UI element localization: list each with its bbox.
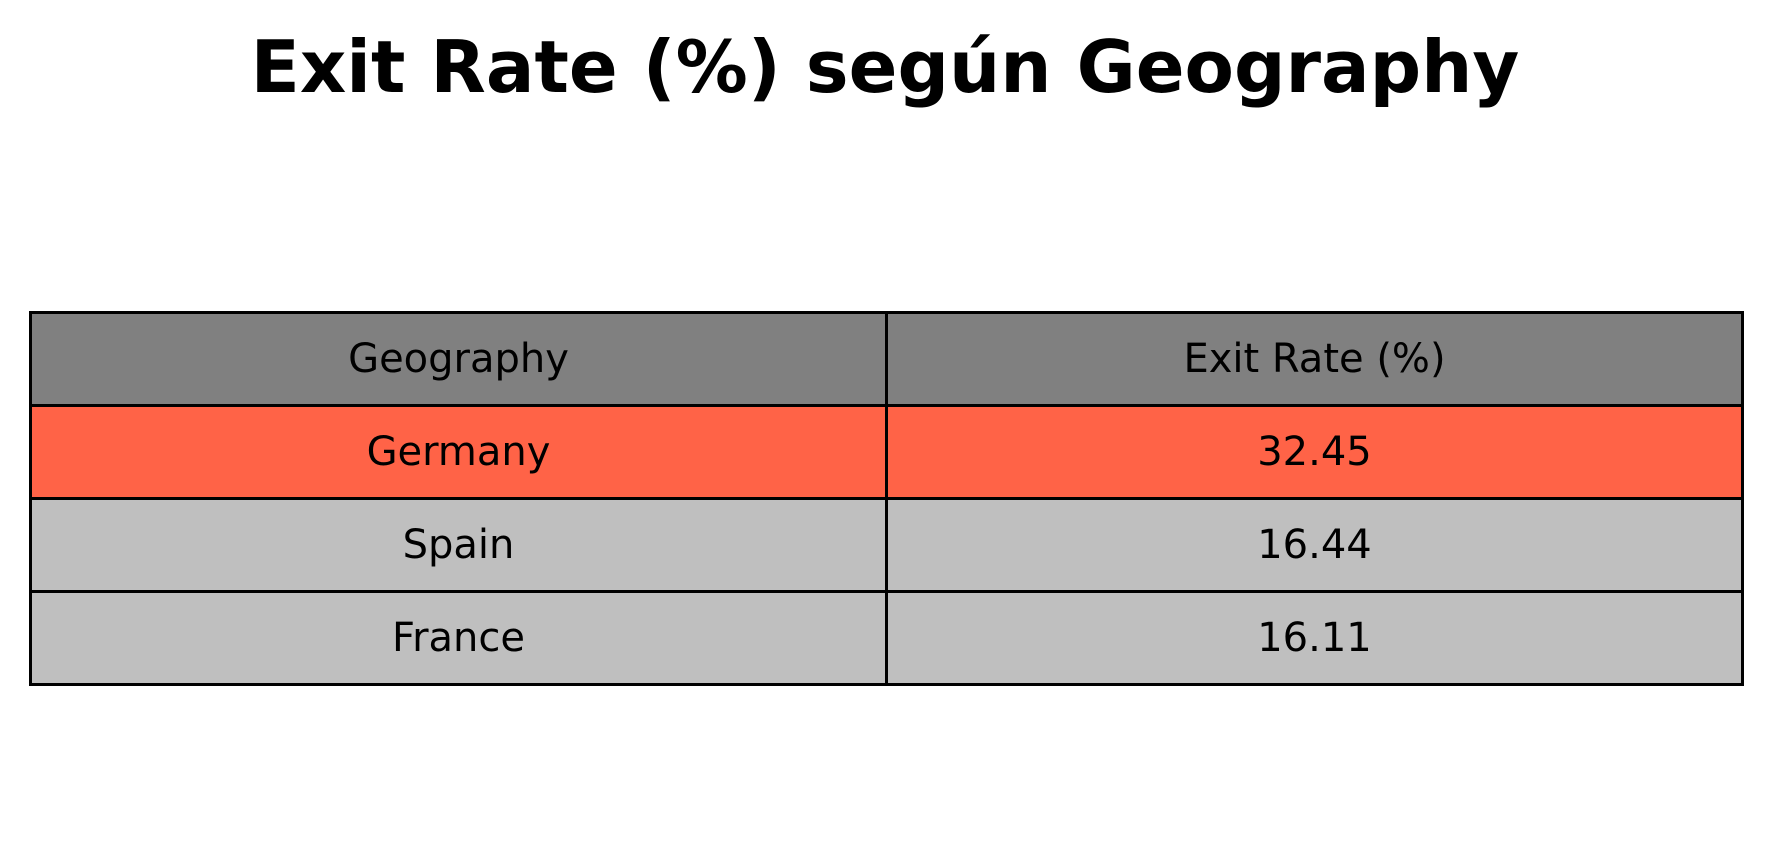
cell-geography: France (29, 590, 888, 686)
table-row: Germany 32.45 (29, 404, 1744, 500)
header-exit-rate: Exit Rate (%) (885, 311, 1744, 407)
header-geography: Geography (29, 311, 888, 407)
table-header-row: Geography Exit Rate (%) (29, 311, 1744, 407)
cell-exit-rate: 16.11 (885, 590, 1744, 686)
cell-exit-rate: 32.45 (885, 404, 1744, 500)
cell-geography: Germany (29, 404, 888, 500)
table-row: Spain 16.44 (29, 497, 1744, 593)
cell-exit-rate: 16.44 (885, 497, 1744, 593)
data-table: Geography Exit Rate (%) Germany 32.45 Sp… (29, 311, 1744, 686)
chart-title: Exit Rate (%) según Geography (250, 25, 1520, 109)
cell-geography: Spain (29, 497, 888, 593)
table-row: France 16.11 (29, 590, 1744, 686)
